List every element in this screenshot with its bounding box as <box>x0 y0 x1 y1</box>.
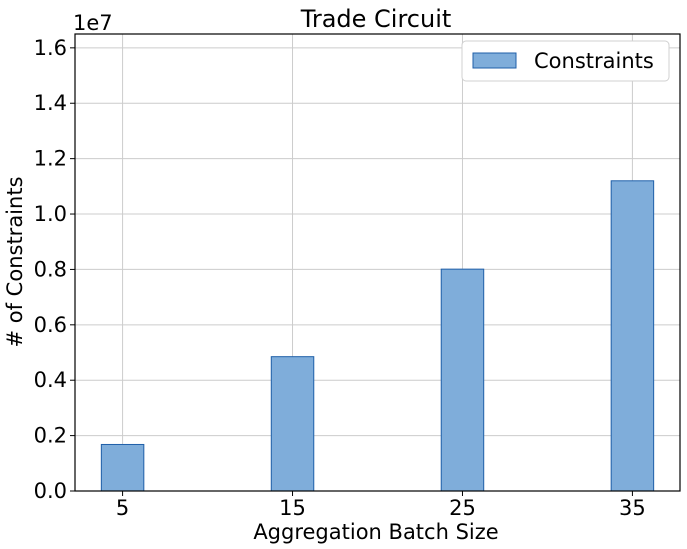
y-tick-label: 0.0 <box>34 479 67 503</box>
legend-swatch <box>472 52 517 69</box>
y-tick-label: 0.4 <box>34 368 67 392</box>
axes <box>70 33 681 496</box>
y-tick-label: 0.2 <box>34 424 67 448</box>
bar <box>610 180 655 492</box>
y-tick-label: 0.6 <box>34 313 67 337</box>
x-tick-label: 35 <box>619 496 646 520</box>
y-axis-label: # of Constraints <box>3 176 27 347</box>
tick-labels: 0.0 0.2 0.4 0.6 0.8 1.0 1.2 1.4 1.6 5 15 25 35 <box>34 36 646 520</box>
bars <box>100 180 655 492</box>
x-axis-label: Aggregation Batch Size <box>253 520 498 544</box>
x-tick-label: 5 <box>116 496 129 520</box>
legend-frame <box>461 40 670 82</box>
y-tick-label: 1.2 <box>34 147 67 171</box>
y-scale-label: 1e7 <box>73 11 113 35</box>
plot-frame <box>74 33 681 492</box>
bar <box>440 268 485 492</box>
bar <box>100 443 145 492</box>
y-tick-label: 1.0 <box>34 202 67 226</box>
legend-entry: Constraints <box>534 49 654 73</box>
y-tick-label: 1.4 <box>34 91 67 115</box>
bar <box>270 356 315 492</box>
x-tick-label: 25 <box>449 496 476 520</box>
chart-title: Trade Circuit <box>300 5 452 33</box>
y-tick-label: 0.8 <box>34 257 67 281</box>
legend: Constraints <box>461 40 670 82</box>
x-tick-label: 15 <box>279 496 306 520</box>
y-tick-label: 1.6 <box>34 36 67 60</box>
grid <box>75 34 680 492</box>
